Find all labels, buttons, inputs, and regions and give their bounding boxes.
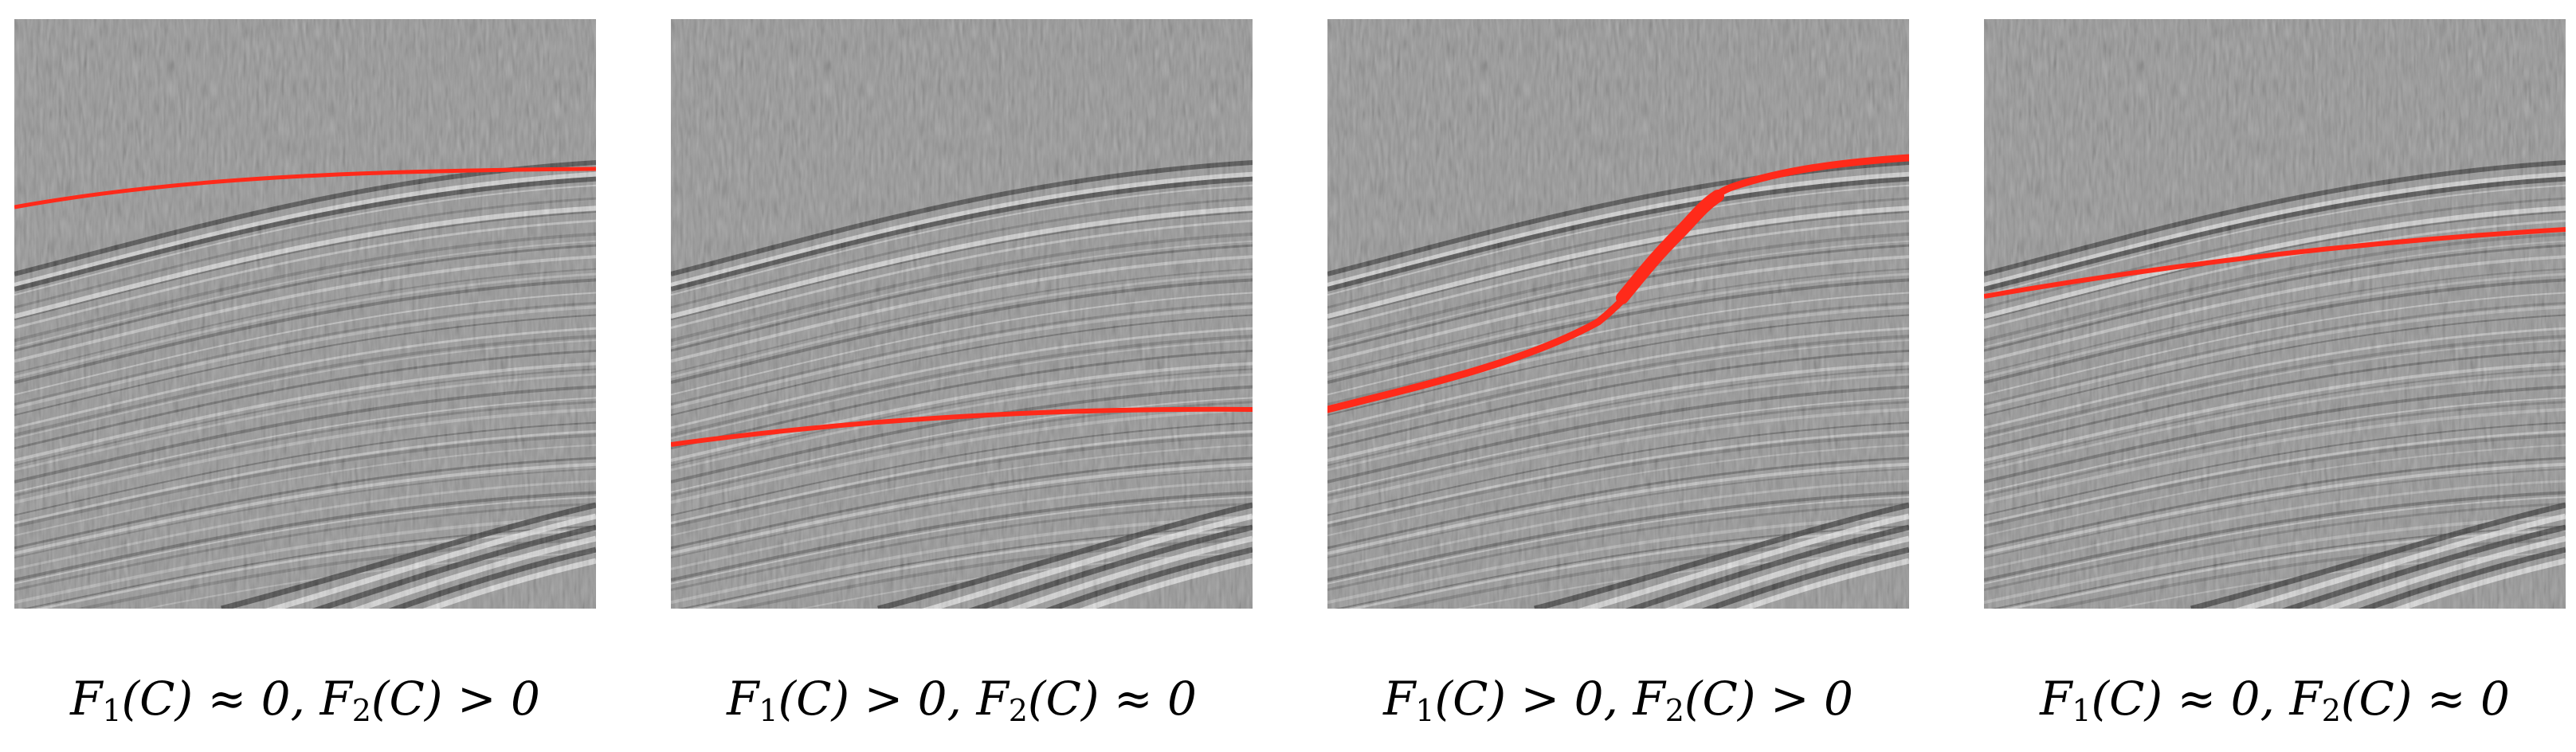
seismic-panel-1 — [14, 19, 596, 609]
caption-f2: F — [320, 672, 352, 726]
caption-condition-2: (C) > 0 — [371, 672, 540, 726]
contour-curve — [1984, 227, 2566, 299]
caption-index-1: 1 — [1415, 693, 1435, 728]
contour-curve — [671, 406, 1253, 447]
caption-index-1: 1 — [2072, 693, 2092, 728]
caption-condition-1: (C) > 0, — [1434, 672, 1633, 726]
noise-texture — [671, 19, 1253, 609]
seismic-image-1 — [14, 19, 596, 609]
panel-caption: F1(C) > 0, F2(C) ≈ 0 — [671, 676, 1253, 726]
caption-f2: F — [1633, 672, 1665, 726]
caption-index-2: 2 — [351, 693, 371, 728]
seismic-image-2 — [671, 19, 1253, 609]
seismic-image-4 — [1984, 19, 2566, 609]
caption-condition-1: (C) > 0, — [778, 672, 977, 726]
panel-caption: F1(C) ≈ 0, F2(C) ≈ 0 — [1984, 676, 2566, 726]
panel-caption: F1(C) ≈ 0, F2(C) > 0 — [14, 676, 596, 726]
panel-caption: F1(C) > 0, F2(C) > 0 — [1327, 676, 1909, 726]
caption-index-2: 2 — [1008, 693, 1028, 728]
caption-f1: F — [70, 672, 103, 726]
noise-texture — [1327, 19, 1909, 609]
caption-index-2: 2 — [2321, 693, 2341, 728]
caption-index-1: 1 — [759, 693, 778, 728]
seismic-panel-2 — [671, 19, 1253, 609]
noise-texture — [1984, 19, 2566, 609]
caption-condition-2: (C) ≈ 0 — [2340, 672, 2510, 726]
caption-condition-1: (C) ≈ 0, — [2091, 672, 2290, 726]
noise-texture — [14, 19, 596, 609]
caption-condition-2: (C) ≈ 0 — [1027, 672, 1197, 726]
caption-f2: F — [2289, 672, 2322, 726]
caption-index-2: 2 — [1664, 693, 1684, 728]
caption-f1: F — [727, 672, 759, 726]
caption-index-1: 1 — [102, 693, 122, 728]
seismic-image-3 — [1327, 19, 1909, 609]
caption-condition-2: (C) > 0 — [1684, 672, 1853, 726]
seismic-panel-3 — [1327, 19, 1909, 609]
caption-f2: F — [976, 672, 1009, 726]
caption-condition-1: (C) ≈ 0, — [121, 672, 320, 726]
contour-curve-thick — [1616, 190, 1724, 304]
contour-curve — [14, 166, 596, 210]
caption-f1: F — [2040, 672, 2072, 726]
caption-f1: F — [1383, 672, 1416, 726]
seismic-panel-4 — [1984, 19, 2566, 609]
